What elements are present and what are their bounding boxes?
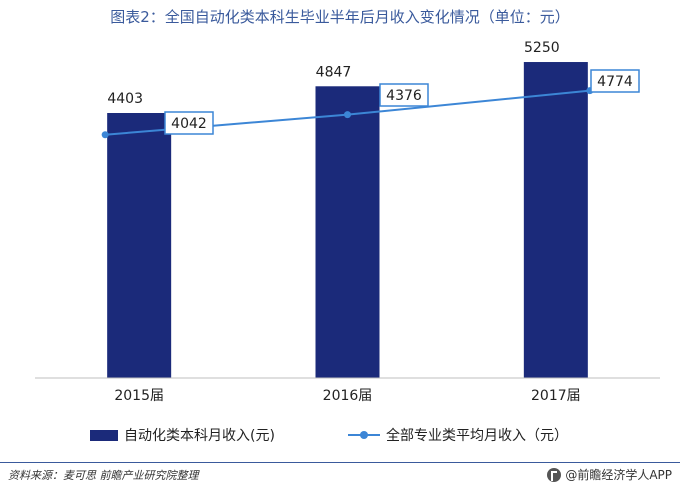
legend-bar-label: 自动化类本科月收入(元) bbox=[124, 428, 275, 444]
legend-item-bar: 自动化类本科月收入(元) bbox=[90, 425, 275, 445]
legend: 自动化类本科月收入(元) 全部专业类平均月收入（元） bbox=[90, 425, 610, 445]
chart-title: 图表2：全国自动化类本科生毕业半年后月收入变化情况（单位：元） bbox=[110, 8, 570, 26]
line-point bbox=[101, 131, 109, 139]
footer: 资料来源：麦可思 前瞻产业研究院整理 @前瞻经济学人APP bbox=[0, 462, 680, 490]
legend-bar-swatch bbox=[90, 429, 118, 441]
brand: @前瞻经济学人APP bbox=[547, 466, 672, 483]
bar-value-label: 4847 bbox=[316, 64, 352, 80]
line-value-box bbox=[164, 111, 214, 135]
bar bbox=[523, 62, 588, 379]
qianzhan-logo-icon bbox=[547, 467, 562, 482]
line-value-label: 4774 bbox=[597, 74, 633, 90]
legend-line-label: 全部专业类平均月收入（元） bbox=[386, 428, 568, 444]
line-value-label: 4376 bbox=[386, 88, 422, 104]
line-point bbox=[344, 111, 351, 119]
legend-line-swatch bbox=[348, 429, 380, 441]
line-value-box bbox=[590, 69, 640, 93]
bar-value-label: 5250 bbox=[524, 40, 560, 56]
x-tick-label: 2017届 bbox=[531, 388, 581, 404]
x-tick-label: 2016届 bbox=[323, 388, 373, 404]
line-value-box bbox=[379, 83, 429, 107]
x-tick-label: 2015届 bbox=[114, 388, 164, 404]
bar-value-label: 4403 bbox=[107, 91, 143, 107]
brand-text: @前瞻经济学人APP bbox=[565, 468, 672, 482]
source-note: 资料来源：麦可思 前瞻产业研究院整理 bbox=[8, 469, 199, 482]
bar bbox=[315, 86, 380, 378]
bar bbox=[107, 113, 172, 378]
legend-item-line: 全部专业类平均月收入（元） bbox=[348, 425, 568, 445]
line-value-label: 4042 bbox=[171, 116, 207, 132]
